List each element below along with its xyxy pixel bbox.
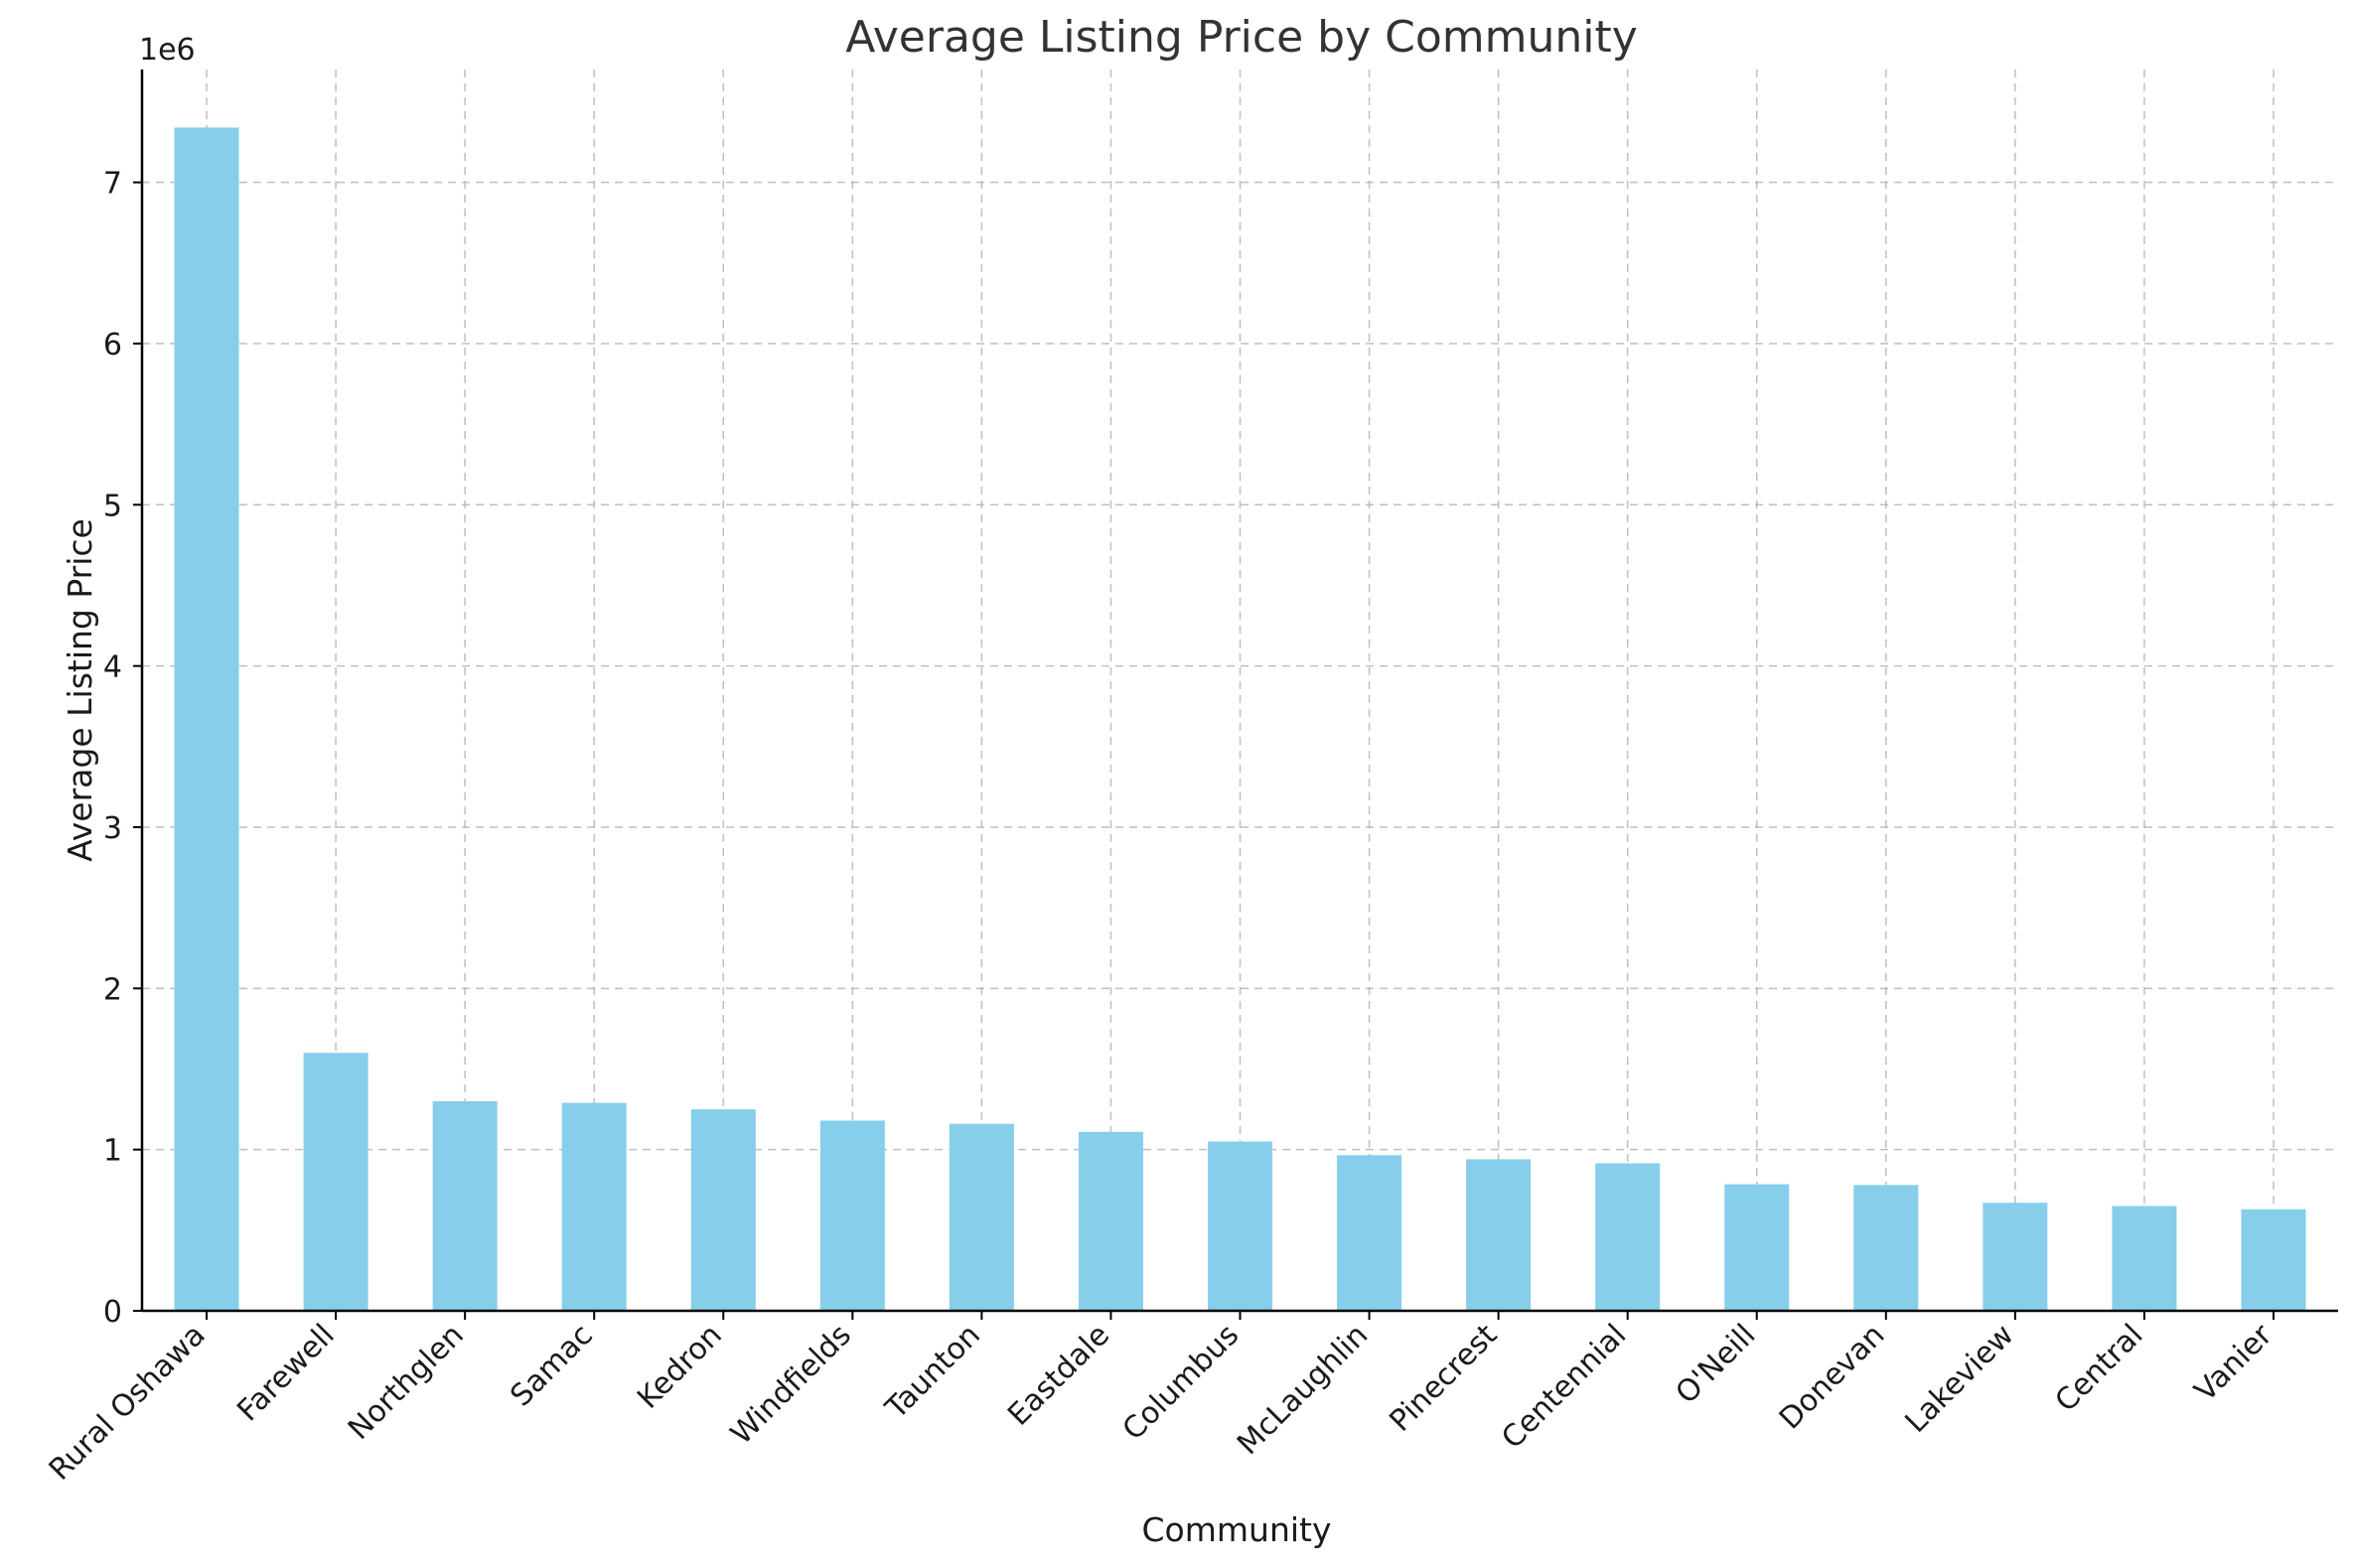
chart-title: Average Listing Price by Community [845,12,1638,63]
x-tick-label-7: Eastdale [1001,1318,1116,1433]
bar-16 [2241,1209,2306,1311]
x-tick-label-13: Donevan [1773,1318,1892,1437]
x-tick-label-6: Taunton [879,1318,988,1427]
bar-3 [561,1102,627,1311]
bar-4 [690,1109,756,1311]
x-tick-label-2: Northglen [342,1318,471,1447]
y-tick-label-0: 0 [103,1295,122,1330]
y-tick-label-1: 1 [103,1134,122,1169]
bar-7 [1078,1131,1143,1311]
x-tick-label-15: Central [2049,1318,2150,1419]
x-tick-label-1: Farewell [230,1318,342,1429]
bar-5 [819,1120,885,1311]
bar-10 [1466,1159,1532,1311]
x-tick-label-3: Samac [504,1318,600,1414]
bar-12 [1724,1184,1790,1311]
bar-6 [949,1123,1014,1311]
bar-15 [2112,1206,2177,1311]
x-tick-label-12: O'Neill [1670,1318,1763,1411]
x-tick-label-10: Pinecrest [1383,1318,1504,1439]
x-tick-label-16: Vanier [2188,1317,2279,1408]
x-ticks: Rural Oshawa Farewell Northglen Samac Kedron… [43,1311,2279,1488]
y-tick-label-2: 2 [103,972,122,1007]
x-tick-label-8: Columbus [1116,1318,1247,1448]
bar-0 [174,127,239,1312]
x-tick-label-0: Rural Oshawa [43,1318,213,1488]
bar-11 [1595,1163,1661,1311]
bar-14 [1983,1203,2048,1311]
y-tick-label-6: 6 [103,328,122,362]
bars [174,127,2306,1312]
bar-8 [1207,1141,1273,1311]
x-tick-label-4: Kedron [631,1318,729,1416]
bar-2 [432,1100,498,1311]
y-tick-label-7: 7 [103,167,122,202]
y-ticks: 0 1 2 3 4 5 6 7 [103,167,142,1330]
y-tick-label-3: 3 [103,811,122,846]
y-tick-label-4: 4 [103,650,122,685]
x-tick-label-11: Centennial [1495,1318,1633,1456]
x-tick-label-5: Windfields [724,1318,858,1452]
x-tick-label-14: Lakeview [1899,1318,2021,1440]
bar-1 [303,1053,368,1311]
x-tick-label-9: McLaughlin [1231,1318,1375,1462]
bar-9 [1337,1155,1402,1311]
y-tick-label-5: 5 [103,489,122,523]
bar-13 [1853,1185,1919,1311]
y-axis-label: Average Listing Price [61,518,99,862]
y-axis-offset-label: 1e6 [139,33,196,68]
x-axis-label: Community [1142,1510,1332,1549]
